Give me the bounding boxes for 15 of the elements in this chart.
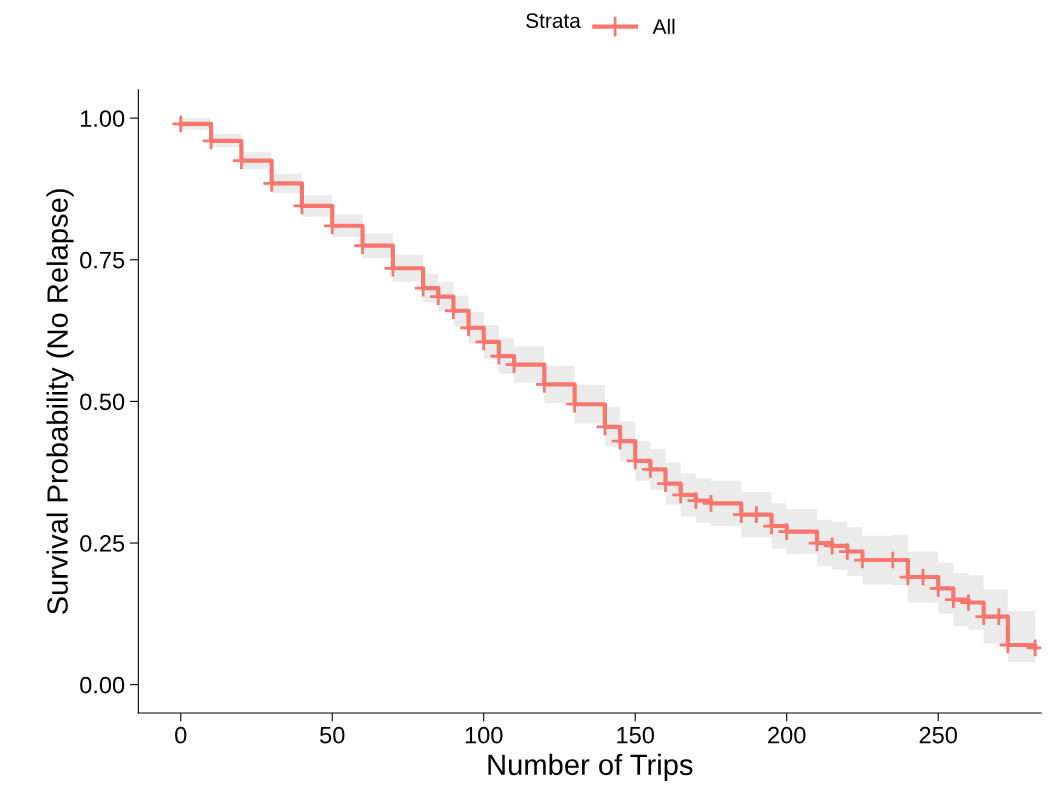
x-tick-label: 250 (919, 726, 957, 744)
y-axis-title: Survival Probability (No Relapse) (46, 189, 74, 615)
legend-title: Strata (526, 13, 581, 29)
y-tick-label: 0.25 (80, 535, 125, 552)
x-tick-label: 100 (465, 726, 503, 744)
x-tick-label: 0 (175, 726, 187, 744)
y-tick-label: 0.00 (80, 676, 125, 694)
x-tick-label: 200 (768, 726, 806, 744)
x-tick-label: 50 (320, 726, 345, 744)
y-tick-label: 0.50 (80, 393, 125, 411)
x-axis-title: Number of Trips (488, 753, 693, 781)
legend-label: All (652, 18, 675, 34)
y-tick-label: 1.00 (80, 110, 125, 127)
y-tick-label: 0.75 (80, 251, 125, 269)
x-tick-label: 150 (617, 726, 654, 744)
